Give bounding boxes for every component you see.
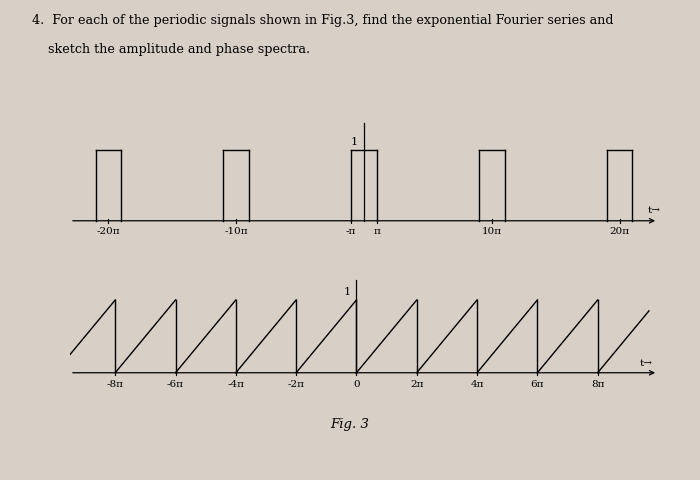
Text: 4.  For each of the periodic signals shown in Fig.3, find the exponential Fourie: 4. For each of the periodic signals show… — [32, 14, 613, 27]
Text: t→: t→ — [648, 205, 661, 214]
Text: 1: 1 — [351, 137, 358, 147]
Text: 4π: 4π — [470, 379, 484, 388]
Text: 8π: 8π — [591, 379, 604, 388]
Text: -6π: -6π — [167, 379, 184, 388]
Text: t→: t→ — [640, 358, 653, 367]
Text: Fig. 3: Fig. 3 — [330, 418, 370, 431]
Text: 1: 1 — [343, 287, 351, 297]
Text: -2π: -2π — [288, 379, 304, 388]
Text: 20π: 20π — [610, 227, 630, 236]
Text: sketch the amplitude and phase spectra.: sketch the amplitude and phase spectra. — [32, 43, 309, 56]
Text: -10π: -10π — [225, 227, 248, 236]
Text: 10π: 10π — [482, 227, 502, 236]
Text: -20π: -20π — [97, 227, 120, 236]
Text: 2π: 2π — [410, 379, 424, 388]
Text: 0: 0 — [353, 379, 360, 388]
Text: -π: -π — [346, 227, 356, 236]
Text: -8π: -8π — [106, 379, 124, 388]
Text: -4π: -4π — [228, 379, 244, 388]
Text: 6π: 6π — [531, 379, 544, 388]
Text: π: π — [373, 227, 380, 236]
